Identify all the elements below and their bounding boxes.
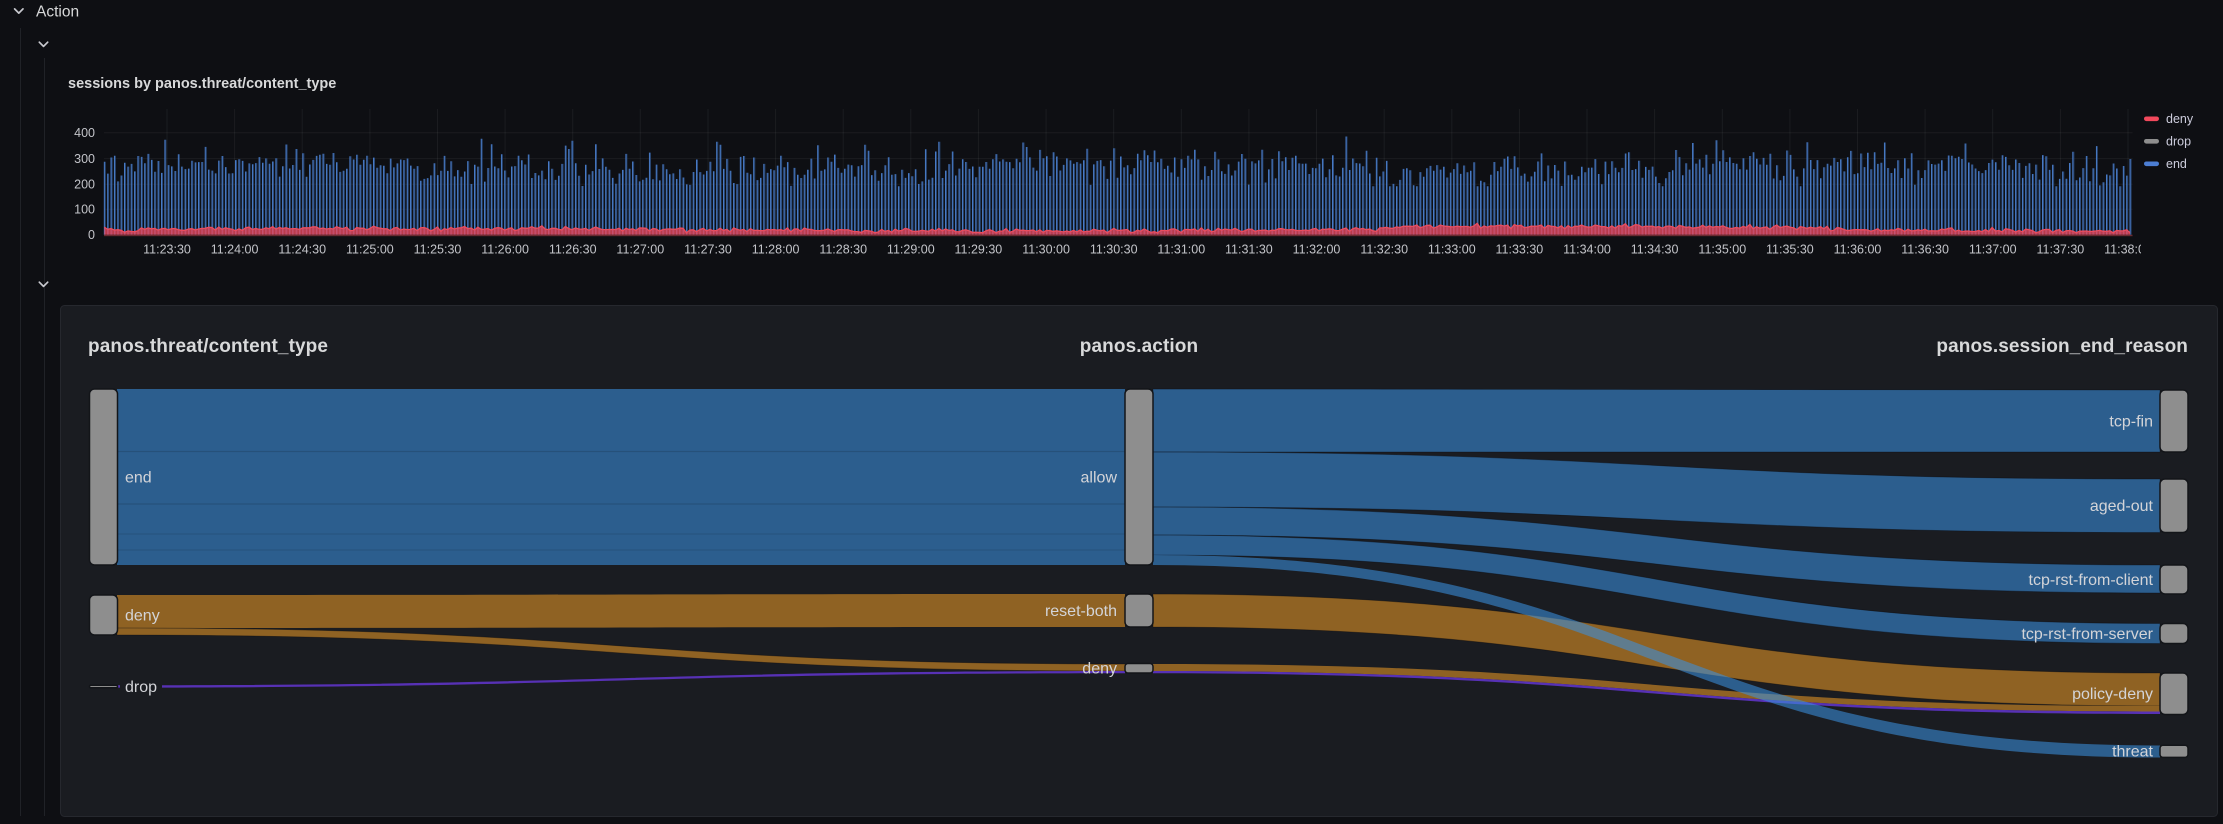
svg-text:11:32:30: 11:32:30 [1360, 243, 1408, 257]
svg-text:panos.session_end_reason: panos.session_end_reason [1936, 336, 2188, 357]
svg-text:300: 300 [74, 152, 95, 166]
svg-text:11:36:00: 11:36:00 [1834, 243, 1882, 257]
svg-text:11:37:00: 11:37:00 [1969, 243, 2017, 257]
svg-text:0: 0 [88, 228, 95, 242]
svg-text:11:27:30: 11:27:30 [684, 243, 732, 257]
svg-text:100: 100 [74, 202, 95, 216]
svg-text:11:28:00: 11:28:00 [752, 243, 800, 257]
svg-text:11:24:30: 11:24:30 [278, 243, 326, 257]
svg-text:Action: Action [36, 4, 79, 21]
svg-text:11:30:00: 11:30:00 [1022, 243, 1070, 257]
svg-text:400: 400 [74, 126, 95, 140]
svg-text:aged-out: aged-out [2090, 498, 2154, 515]
svg-text:11:33:30: 11:33:30 [1496, 243, 1544, 257]
svg-text:11:34:00: 11:34:00 [1563, 243, 1611, 257]
svg-text:tcp-rst-from-client: tcp-rst-from-client [2029, 572, 2154, 589]
svg-text:11:24:00: 11:24:00 [211, 243, 259, 257]
svg-text:end: end [2166, 157, 2187, 171]
svg-text:11:35:30: 11:35:30 [1766, 243, 1814, 257]
svg-text:end: end [125, 469, 152, 486]
svg-text:11:27:00: 11:27:00 [616, 243, 664, 257]
svg-text:11:34:30: 11:34:30 [1631, 243, 1679, 257]
svg-text:11:36:30: 11:36:30 [1901, 243, 1949, 257]
svg-text:11:31:00: 11:31:00 [1157, 243, 1205, 257]
svg-text:threat: threat [2112, 744, 2153, 761]
svg-text:11:28:30: 11:28:30 [819, 243, 867, 257]
svg-text:11:32:00: 11:32:00 [1293, 243, 1341, 257]
svg-text:11:29:00: 11:29:00 [887, 243, 935, 257]
svg-text:panos.action: panos.action [1080, 336, 1198, 357]
svg-text:drop: drop [2166, 135, 2191, 149]
svg-text:drop: drop [125, 679, 157, 696]
svg-text:11:26:00: 11:26:00 [481, 243, 529, 257]
svg-text:11:31:30: 11:31:30 [1225, 243, 1273, 257]
svg-text:11:29:30: 11:29:30 [955, 243, 1003, 257]
svg-text:deny: deny [2166, 112, 2194, 126]
svg-text:11:25:30: 11:25:30 [414, 243, 462, 257]
svg-text:deny: deny [1082, 660, 1117, 677]
svg-text:tcp-fin: tcp-fin [2109, 413, 2153, 430]
svg-text:panos.threat/content_type: panos.threat/content_type [88, 336, 328, 357]
svg-text:11:25:00: 11:25:00 [346, 243, 394, 257]
svg-text:reset-both: reset-both [1045, 603, 1117, 620]
svg-text:11:35:00: 11:35:00 [1698, 243, 1746, 257]
svg-text:policy-deny: policy-deny [2072, 686, 2153, 703]
svg-text:11:26:30: 11:26:30 [549, 243, 597, 257]
svg-text:200: 200 [74, 178, 95, 192]
svg-text:tcp-rst-from-server: tcp-rst-from-server [2021, 626, 2153, 643]
svg-text:sessions by panos.threat/conte: sessions by panos.threat/content_type [68, 76, 336, 92]
svg-text:deny: deny [125, 607, 160, 624]
svg-text:allow: allow [1081, 469, 1118, 486]
svg-text:11:37:30: 11:37:30 [2037, 243, 2085, 257]
svg-text:11:23:30: 11:23:30 [143, 243, 191, 257]
svg-text:11:38:00: 11:38:00 [2104, 243, 2152, 257]
svg-text:11:30:30: 11:30:30 [1090, 243, 1138, 257]
svg-text:11:33:00: 11:33:00 [1428, 243, 1476, 257]
